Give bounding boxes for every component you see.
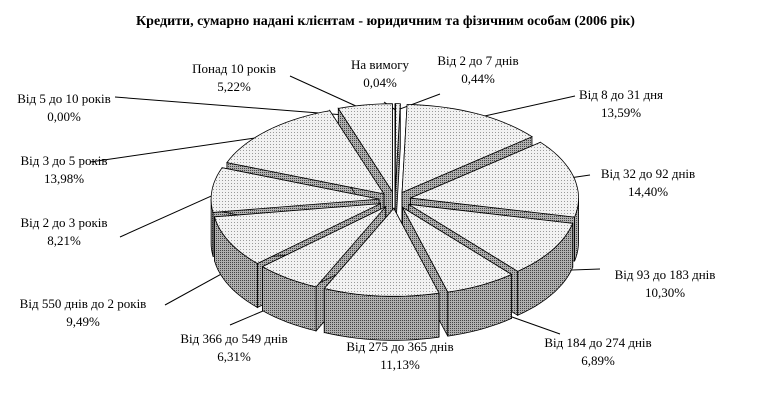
leader-line bbox=[89, 134, 276, 163]
slice-value: 6,89% bbox=[581, 353, 615, 368]
chart-title: Кредити, сумарно надані клієнтам - юриди… bbox=[136, 14, 635, 29]
slice-label: Від 93 до 183 днів bbox=[614, 267, 716, 282]
slice-label: Від 2 до 7 днів bbox=[437, 53, 519, 68]
slice-label: Понад 10 років bbox=[192, 61, 276, 76]
slice-value: 6,31% bbox=[217, 349, 251, 364]
leader-line bbox=[397, 93, 441, 111]
slice-label: Від 8 до 31 дня bbox=[578, 87, 664, 102]
slice-label: Від 366 до 549 днів bbox=[180, 331, 288, 346]
data-label: На вимогу 0,04% bbox=[351, 56, 409, 92]
slice-value: 0,04% bbox=[363, 75, 397, 90]
slice-label: Від 5 до 10 років bbox=[17, 91, 111, 106]
slice-value: 0,44% bbox=[461, 71, 495, 86]
slice-top-10 bbox=[226, 110, 385, 195]
data-label: Від 3 до 5 років 13,98% bbox=[20, 152, 107, 188]
slice-top-7 bbox=[261, 206, 386, 288]
slice-top-4 bbox=[408, 203, 574, 272]
slice-label: Від 184 до 274 днів bbox=[544, 335, 652, 350]
data-label: Від 8 до 31 дня 13,59% bbox=[579, 86, 663, 122]
slice-value: 11,13% bbox=[380, 357, 420, 372]
slice-top-3 bbox=[409, 141, 579, 218]
data-label: Від 184 до 274 днів 6,89% bbox=[544, 334, 651, 370]
slice-top-9 bbox=[210, 167, 380, 213]
slice-label: Від 550 днів до 2 років bbox=[19, 296, 147, 311]
slice-value: 14,40% bbox=[627, 184, 669, 199]
slice-label: На вимогу bbox=[350, 57, 410, 72]
leader-line bbox=[289, 75, 368, 112]
slice-value: 9,49% bbox=[66, 314, 100, 329]
data-label: Від 5 до 10 років 0,00% bbox=[17, 90, 111, 126]
data-label: Від 2 до 7 днів 0,44% bbox=[437, 52, 518, 88]
leader-line bbox=[119, 189, 224, 238]
data-label: Від 2 до 3 років 8,21% bbox=[20, 214, 107, 250]
slice-top-1 bbox=[394, 103, 401, 192]
slice-top-8 bbox=[213, 203, 381, 264]
leader-line bbox=[114, 96, 340, 116]
slice-label: Від 3 до 5 років bbox=[20, 153, 108, 168]
slice-value: 10,30% bbox=[644, 285, 686, 300]
slice-value: 0,00% bbox=[47, 109, 81, 124]
slice-value: 13,59% bbox=[600, 105, 642, 120]
leader-line bbox=[470, 95, 576, 120]
data-label: Понад 10 років 5,22% bbox=[192, 60, 276, 96]
slice-top-6 bbox=[323, 207, 440, 297]
data-label: Від 366 до 549 днів 6,31% bbox=[180, 330, 287, 366]
slice-label: Від 275 до 365 днів bbox=[346, 339, 454, 354]
pie-slice bbox=[323, 207, 440, 341]
slice-top-2 bbox=[401, 104, 533, 194]
slice-label: Від 32 до 92 днів bbox=[600, 166, 696, 181]
data-label: Від 275 до 365 днів 11,13% bbox=[346, 338, 453, 374]
slice-label: Від 2 до 3 років bbox=[20, 215, 108, 230]
data-label: Від 93 до 183 днів 10,30% bbox=[615, 266, 716, 302]
data-label: Від 32 до 92 днів 14,40% bbox=[601, 165, 695, 201]
slice-value: 13,98% bbox=[43, 171, 85, 186]
slice-value: 5,22% bbox=[217, 79, 251, 94]
slice-top-5 bbox=[401, 206, 513, 293]
slice-top-12 bbox=[337, 103, 393, 194]
slice-value: 8,21% bbox=[47, 233, 81, 248]
data-label: Від 550 днів до 2 років 9,49% bbox=[20, 295, 147, 331]
